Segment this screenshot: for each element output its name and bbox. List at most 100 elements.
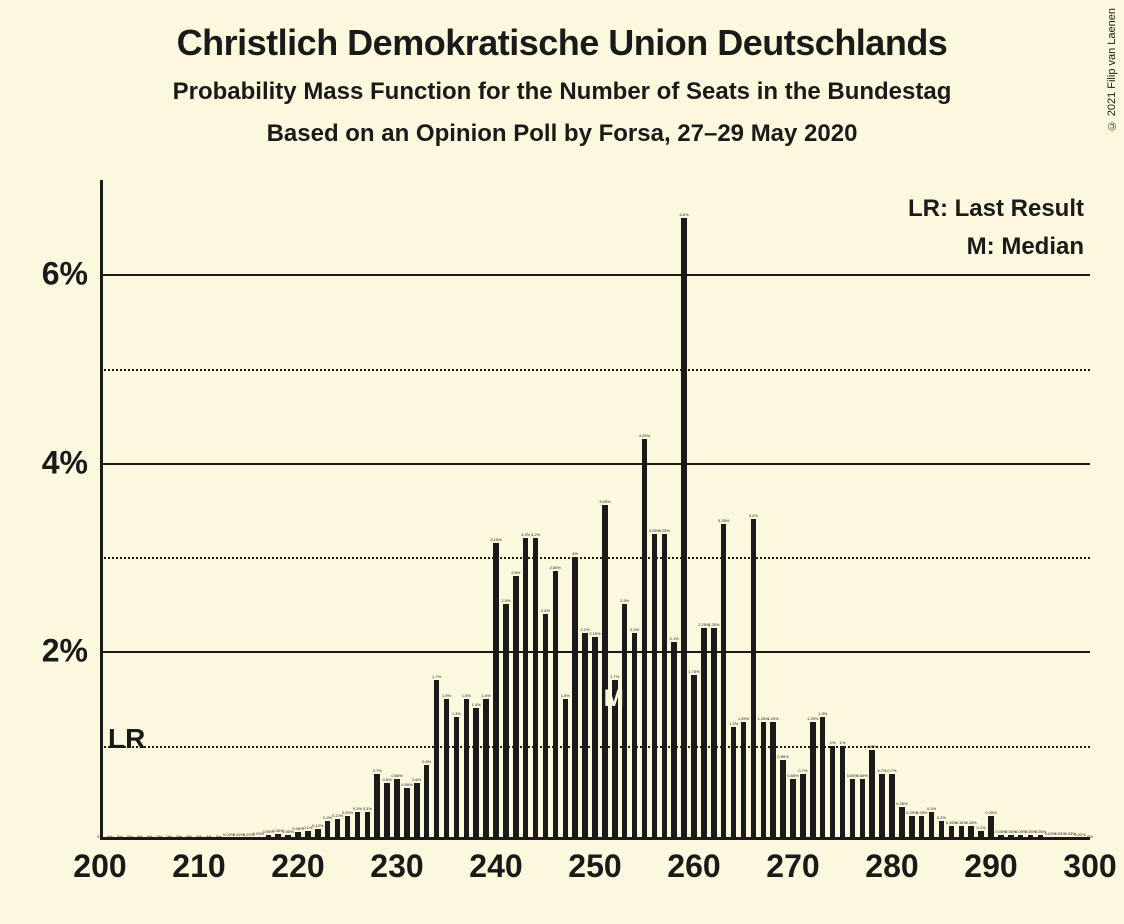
bar-value-label: 0.35% [896, 801, 907, 806]
bar: 0.15% [959, 826, 964, 840]
bar-value-label: 1.5% [482, 693, 491, 698]
x-tick-label: 200 [73, 848, 126, 885]
x-tick-label: 290 [964, 848, 1017, 885]
bar: 0.05% [1018, 835, 1023, 840]
bar: 1.3% [820, 717, 825, 840]
bar: 1.25% [770, 722, 775, 840]
bar-value-label: 0.2% [323, 815, 332, 820]
bar: 3.2% [523, 538, 528, 840]
bar: 1.2% [731, 727, 736, 840]
x-tick-label: 280 [865, 848, 918, 885]
bar-value-label: 6.6% [680, 212, 689, 217]
bar: 0.08% [295, 832, 300, 840]
bar: 3.15% [493, 543, 498, 840]
bar-value-label: 0.55% [401, 782, 412, 787]
bar: 0.6% [384, 783, 389, 840]
copyright-text: © 2021 Filip van Laenen [1106, 8, 1118, 131]
bar: 2.15% [592, 637, 597, 840]
bar: 0.6% [414, 783, 419, 840]
bar: 0.25% [988, 816, 993, 840]
bar-value-label: 1.3% [452, 711, 461, 716]
bar-value-label: 0.7% [798, 768, 807, 773]
bar: 0.7% [879, 774, 884, 840]
gridline-minor [100, 557, 1090, 559]
bar-value-label: 0.7% [373, 768, 382, 773]
bar: 0.06% [275, 834, 280, 840]
x-tick-label: 300 [1063, 848, 1116, 885]
bar: 1% [840, 746, 845, 840]
bar-value-label: 0.65% [857, 773, 868, 778]
bar-value-label: 4.25% [639, 433, 650, 438]
bar: 3% [572, 557, 577, 840]
bar-value-label: 3.2% [521, 532, 530, 537]
chart-subtitle-2: Based on an Opinion Poll by Forsa, 27–29… [0, 120, 1124, 148]
bar: 3.35% [721, 524, 726, 840]
bar-value-label: 2.2% [630, 627, 639, 632]
bar: 0.2% [325, 821, 330, 840]
bar: 0.25% [909, 816, 914, 840]
bar: 0.95% [869, 750, 874, 840]
gridline-minor [100, 369, 1090, 371]
bar: 0.3% [355, 812, 360, 840]
bar-value-label: 0% [97, 834, 103, 839]
bar-value-label: 0% [157, 834, 163, 839]
bar-value-label: 3.55% [599, 499, 610, 504]
bar-value-label: 0.12% [312, 823, 323, 828]
gridline-major [100, 463, 1090, 465]
bar-value-label: 3.25% [659, 528, 670, 533]
bar: 1% [830, 746, 835, 840]
bar: 3.25% [652, 534, 657, 840]
bar-value-label: 0.7% [887, 768, 896, 773]
bar: 2.1% [671, 642, 676, 840]
bar: 2.85% [553, 571, 558, 840]
bar: 0.02% [1077, 838, 1082, 840]
bar-value-label: 0.1% [303, 825, 312, 830]
bar-value-label: 0.25% [985, 810, 996, 815]
bar-value-label: 1% [840, 740, 846, 745]
bar-value-label: 0.25% [342, 810, 353, 815]
bar-value-label: 1.25% [807, 716, 818, 721]
chart: 0%0%0%0%0%0%0%0%0%0%0%0%0%0.02%0.02%0.02… [40, 180, 1090, 880]
bar-value-label: 1% [830, 740, 836, 745]
bar-value-label: 0% [117, 834, 123, 839]
bar: 0.05% [998, 835, 1003, 840]
bar-value-label: 0.85% [777, 754, 788, 759]
bar: 0.03% [1048, 837, 1053, 840]
x-tick-label: 230 [370, 848, 423, 885]
y-tick-label: 2% [42, 633, 88, 670]
x-tick-label: 210 [172, 848, 225, 885]
bar-value-label: 2.4% [541, 608, 550, 613]
bar: 0.7% [374, 774, 379, 840]
bar: 0.03% [1067, 837, 1072, 840]
bar: 0.8% [424, 765, 429, 840]
x-tick-label: 250 [568, 848, 621, 885]
bar-value-label: 0% [147, 834, 153, 839]
bar-value-label: 0.3% [363, 806, 372, 811]
bar: 0.65% [394, 779, 399, 840]
bar: 2.2% [582, 633, 587, 840]
bar-value-label: 2.2% [581, 627, 590, 632]
bar: 0.02% [246, 838, 251, 840]
bar-value-label: 0.65% [391, 773, 402, 778]
bar: 0.35% [899, 807, 904, 840]
bar-value-label: 2.15% [589, 631, 600, 636]
annotation-lr: LR [108, 723, 145, 755]
bar: 2.25% [701, 628, 706, 840]
bar-value-label: 0.2% [937, 815, 946, 820]
bar-value-label: 2.25% [708, 622, 719, 627]
bar: 0.85% [780, 760, 785, 840]
y-tick-label: 4% [42, 444, 88, 481]
bar: 3.2% [533, 538, 538, 840]
bar-value-label: 1.5% [442, 693, 451, 698]
bar: 1.5% [444, 699, 449, 840]
bar-value-label: 0% [176, 834, 182, 839]
bar-value-label: 1.75% [688, 669, 699, 674]
bar: 0.05% [266, 835, 271, 840]
bar: 0.25% [919, 816, 924, 840]
bar: 0.02% [236, 838, 241, 840]
x-tick-label: 240 [469, 848, 522, 885]
bar: 0.65% [860, 779, 865, 840]
bar-value-label: 3% [572, 551, 578, 556]
bar-value-label: 0% [166, 834, 172, 839]
bar: 1.7% [434, 680, 439, 840]
